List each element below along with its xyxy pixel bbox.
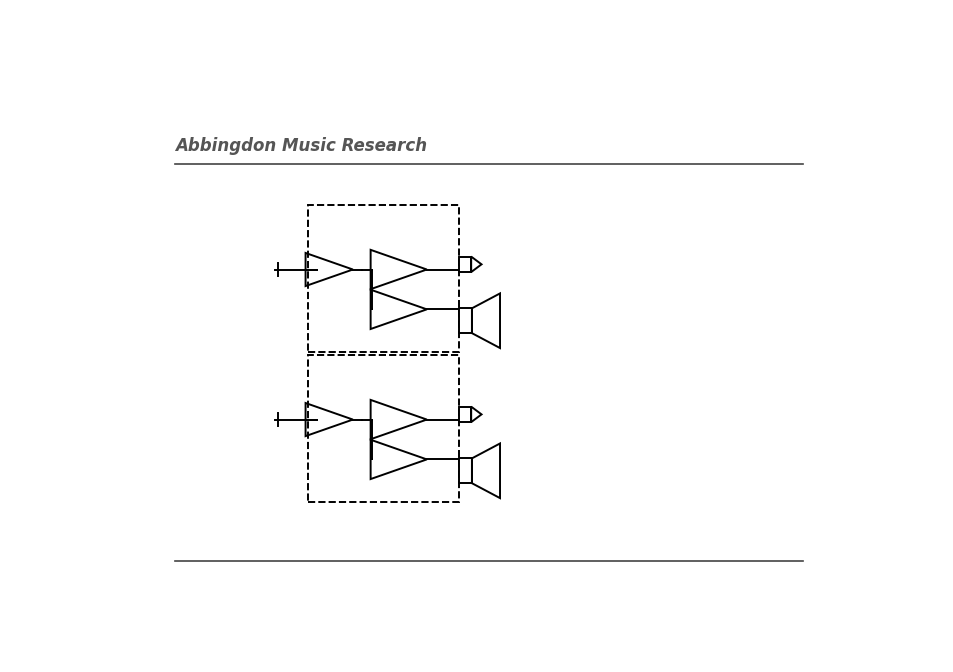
Bar [458,308,472,333]
Bar [459,257,471,272]
Text: Abbingdon Music Research: Abbingdon Music Research [174,137,426,155]
Bar [459,407,471,422]
Bar [308,355,459,503]
Bar [308,205,459,352]
Bar [458,458,472,483]
